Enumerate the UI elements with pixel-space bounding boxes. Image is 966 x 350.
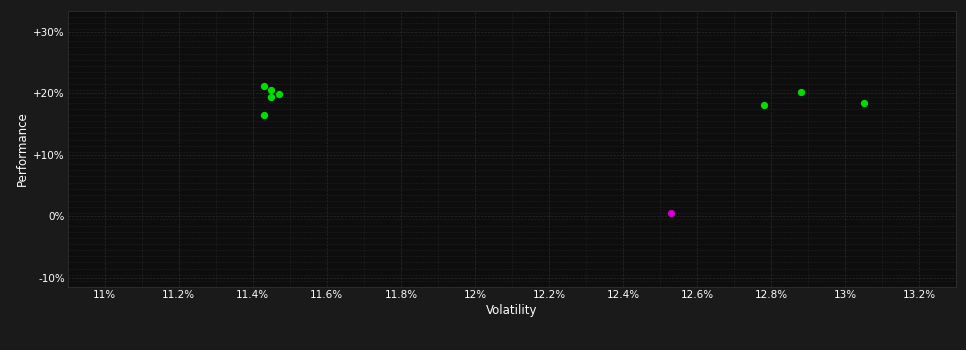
X-axis label: Volatility: Volatility bbox=[486, 304, 538, 317]
Point bbox=[264, 94, 279, 100]
Y-axis label: Performance: Performance bbox=[16, 111, 29, 186]
Point bbox=[271, 91, 287, 97]
Point bbox=[256, 112, 271, 118]
Point bbox=[664, 210, 679, 216]
Point bbox=[264, 88, 279, 93]
Point bbox=[256, 83, 271, 89]
Point bbox=[756, 102, 772, 107]
Point bbox=[856, 100, 871, 105]
Point bbox=[793, 89, 809, 95]
